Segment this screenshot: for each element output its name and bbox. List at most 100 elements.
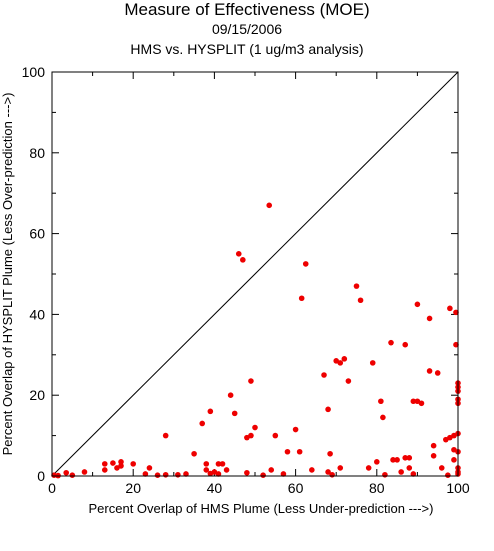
- data-point: [292, 426, 299, 433]
- y-tick-label: 40: [29, 306, 45, 322]
- data-point: [426, 368, 433, 374]
- data-point: [101, 467, 108, 473]
- data-point: [175, 471, 181, 478]
- data-point: [325, 406, 331, 413]
- data-point: [430, 453, 437, 459]
- x-axis-label: Percent Overlap of HMS Plume (Less Under…: [89, 501, 434, 516]
- one-to-one-line: [51, 71, 459, 477]
- data-point: [252, 424, 258, 431]
- data-point: [266, 202, 273, 209]
- data-point: [248, 378, 254, 384]
- data-point: [337, 360, 344, 366]
- data-point: [260, 472, 266, 478]
- data-point: [101, 461, 108, 467]
- data-point: [390, 457, 396, 463]
- data-point: [309, 467, 315, 473]
- data-point: [215, 471, 222, 477]
- data-point: [453, 341, 459, 348]
- x-tick-label: 20: [125, 480, 141, 496]
- data-point: [235, 251, 242, 257]
- data-point: [337, 465, 344, 471]
- data-point: [118, 459, 124, 465]
- data-point: [231, 410, 238, 417]
- chart-title: Measure of Effectiveness (MOE): [124, 0, 370, 19]
- data-point: [199, 420, 206, 427]
- plot-frame: [51, 71, 459, 477]
- data-point: [162, 471, 169, 478]
- data-point: [223, 467, 230, 473]
- data-point: [321, 372, 327, 378]
- data-point: [240, 257, 246, 263]
- data-point: [382, 471, 388, 478]
- x-tick-label: 0: [48, 480, 56, 496]
- data-point: [414, 301, 421, 308]
- data-point: [280, 471, 287, 477]
- data-point: [445, 472, 451, 478]
- data-point: [268, 467, 275, 473]
- data-point: [296, 448, 303, 455]
- y-tick-labels: 0 20 40 60 80 100: [22, 64, 46, 484]
- x-tick-label: 40: [207, 480, 223, 496]
- data-point: [447, 305, 453, 312]
- data-point: [142, 471, 149, 477]
- x-tick-labels: 0 20 40 60 80 100: [48, 480, 470, 496]
- data-point: [272, 432, 279, 439]
- data-point: [406, 465, 413, 471]
- data-point: [244, 469, 250, 476]
- data-point: [203, 467, 210, 473]
- data-point: [451, 457, 457, 463]
- data-point: [130, 461, 136, 467]
- data-point: [248, 432, 254, 439]
- y-tick-label: 0: [37, 468, 45, 484]
- data-point: [207, 408, 214, 415]
- data-point: [118, 463, 124, 469]
- y-tick-label: 80: [29, 145, 45, 161]
- data-point: [434, 370, 441, 376]
- data-point: [219, 461, 226, 467]
- y-tick-label: 60: [29, 226, 45, 242]
- data-point: [162, 432, 169, 439]
- data-point: [388, 339, 394, 346]
- data-point: [410, 398, 417, 405]
- y-tick-label: 100: [22, 64, 46, 80]
- data-point: [406, 455, 413, 461]
- data-point: [327, 450, 333, 457]
- data-point: [341, 356, 348, 362]
- data-point: [426, 315, 433, 322]
- x-tick-label: 80: [369, 480, 385, 496]
- data-point: [378, 398, 384, 405]
- y-axis-label: Percent Overlap of HYSPLIT Plume (Less O…: [0, 93, 15, 456]
- data-point: [380, 414, 386, 421]
- data-point: [369, 360, 376, 366]
- data-point: [183, 471, 189, 477]
- data-point: [402, 455, 409, 461]
- data-point: [418, 400, 425, 407]
- data-point: [329, 471, 335, 478]
- data-point: [69, 472, 76, 478]
- data-points: [51, 202, 461, 479]
- data-point: [345, 378, 352, 384]
- data-point: [191, 450, 197, 457]
- data-point: [284, 448, 291, 455]
- data-point: [227, 392, 234, 399]
- x-tick-label: 60: [288, 480, 304, 496]
- data-point: [357, 297, 364, 304]
- data-point: [325, 469, 331, 475]
- y-tick-label: 20: [29, 387, 45, 403]
- x-tick-label: 100: [446, 480, 470, 496]
- data-point: [438, 465, 445, 471]
- data-point: [81, 469, 88, 475]
- data-point: [146, 465, 153, 471]
- data-point: [365, 465, 372, 471]
- data-point: [374, 459, 380, 465]
- chart-date: 09/15/2006: [211, 21, 283, 37]
- chart-subtitle: HMS vs. HYSPLIT (1 ug/m3 analysis): [130, 41, 364, 57]
- data-point: [453, 309, 459, 316]
- data-point: [63, 469, 70, 476]
- data-point: [154, 472, 161, 478]
- data-point: [353, 283, 360, 289]
- data-point: [394, 457, 400, 463]
- data-point: [298, 295, 305, 302]
- data-point: [402, 341, 409, 348]
- data-point: [430, 442, 437, 449]
